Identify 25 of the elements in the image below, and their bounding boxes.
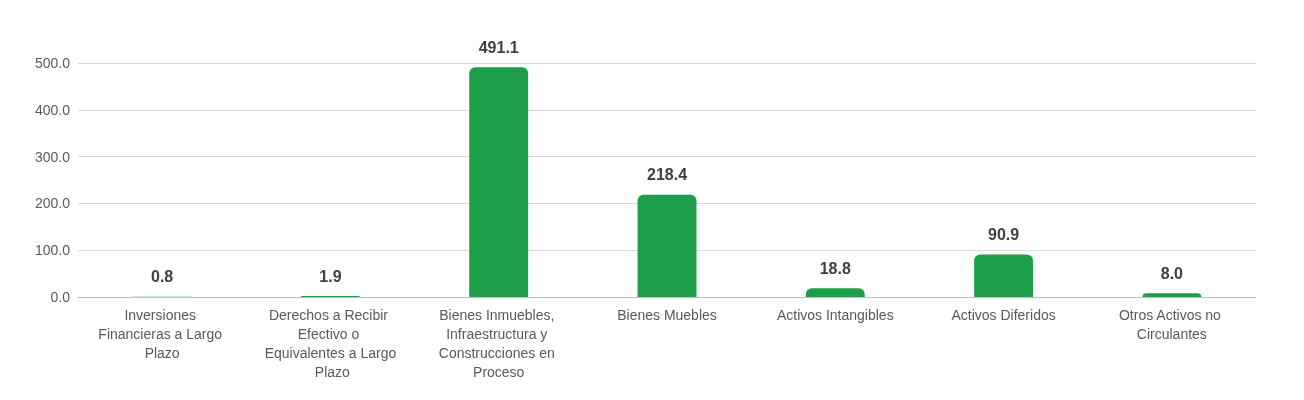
x-tick-label: Derechos a Recibir Efectivo o Equivalentes a Largo Plazo (264, 306, 397, 380)
data-label: 8.0 (1160, 264, 1184, 282)
x-tick-label: Bienes Muebles (617, 306, 717, 323)
bar (637, 194, 697, 297)
x-tick-label: Otros Activos no Circulantes (1118, 306, 1225, 342)
data-label: 491.1 (478, 38, 519, 56)
y-tick-label: 0.0 (50, 289, 71, 305)
y-tick-label: 200.0 (34, 195, 71, 212)
bar (805, 288, 865, 297)
data-label: 1.9 (319, 267, 342, 285)
y-tick-label: 500.0 (34, 55, 71, 71)
bar (469, 67, 529, 297)
bar (1142, 293, 1202, 297)
data-label: 218.4 (646, 166, 688, 184)
data-label: 0.8 (151, 268, 174, 286)
x-tick-label: Bienes Inmuebles, Infraestructura y Construcciones en Proceso (438, 306, 559, 380)
bar (974, 254, 1034, 297)
x-tick-label: Activos Intangibles (776, 306, 894, 323)
x-tick-label: Activos Diferidos (951, 306, 1056, 323)
y-tick-label: 300.0 (34, 148, 71, 165)
y-tick-label: 400.0 (34, 101, 71, 118)
y-tick-label: 100.0 (34, 242, 71, 259)
x-tick-label: Inversiones Financieras a Largo Plazo (98, 306, 226, 361)
data-label: 90.9 (988, 225, 1020, 243)
data-label: 18.8 (819, 259, 851, 277)
